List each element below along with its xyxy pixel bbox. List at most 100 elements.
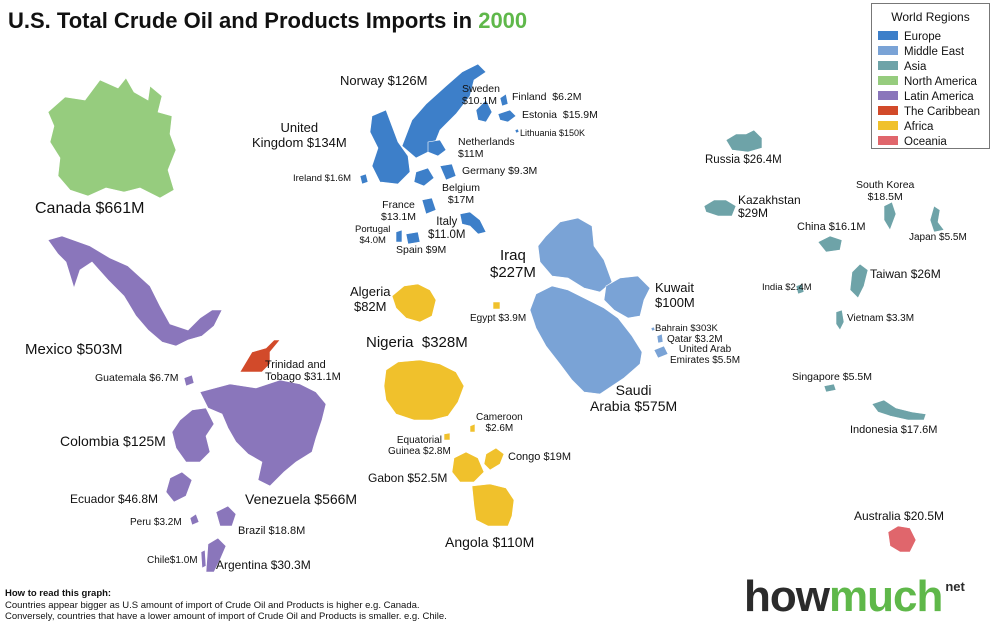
label-finland: Finland $6.2M xyxy=(512,91,582,103)
legend-item: Asia xyxy=(878,61,926,75)
legend-item: North America xyxy=(878,76,977,90)
label-china: China $16.1M xyxy=(797,221,866,233)
legend-swatch xyxy=(878,61,898,71)
label-kazakhstan: Kazakhstan $29M xyxy=(738,193,801,221)
legend-label: Middle East xyxy=(904,46,965,58)
label-canada: Canada $661M xyxy=(35,200,145,217)
shape-kuwait xyxy=(603,275,651,319)
shape-estonia xyxy=(497,109,517,123)
legend-swatch xyxy=(878,106,898,116)
legend: World Regions Europe Middle East Asia No… xyxy=(871,3,990,149)
label-spain: Spain $9M xyxy=(396,244,447,256)
legend-label: Europe xyxy=(904,31,942,43)
shape-kazakhstan xyxy=(703,199,737,217)
shape-russia xyxy=(725,129,763,153)
label-italy: Italy $11.0M xyxy=(428,216,466,241)
footer-note: How to read this graph: Countries appear… xyxy=(5,588,447,623)
label-portugal: Portugal $4.0M xyxy=(355,224,391,246)
shape-saudi xyxy=(529,285,643,395)
shape-brazil xyxy=(215,505,237,527)
label-australia: Australia $20.5M xyxy=(854,509,945,523)
legend-swatch xyxy=(878,31,898,41)
shape-australia xyxy=(887,525,917,553)
shape-iraq xyxy=(537,217,613,293)
legend-label: Asia xyxy=(904,61,927,73)
legend-item: Europe xyxy=(878,31,941,45)
legend-item: Middle East xyxy=(878,46,964,60)
shape-netherlands xyxy=(427,139,447,157)
label-france: France $13.1M xyxy=(381,199,417,223)
shape-trinidad xyxy=(239,339,281,373)
label-southkorea: South Korea $18.5M xyxy=(856,179,915,203)
label-belgium: Belgium $17M xyxy=(442,182,480,206)
shape-peru xyxy=(189,513,200,526)
shape-mexico xyxy=(47,235,223,347)
label-estonia: Estonia $15.9M xyxy=(522,109,598,121)
label-chile: Chile$1.0M xyxy=(147,555,198,566)
legend-label: Oceania xyxy=(904,136,947,148)
label-kuwait: Kuwait $100M xyxy=(655,280,695,310)
shape-cameroon xyxy=(469,423,476,433)
legend-swatch xyxy=(878,76,898,86)
label-trinidad: Trinidad and Tobago $31.1M xyxy=(265,359,341,384)
legend-item: Africa xyxy=(878,121,933,135)
label-gabon: Gabon $52.5M xyxy=(368,471,448,485)
label-saudi: Saudi Arabia $575M xyxy=(590,382,678,414)
shape-taiwan xyxy=(849,263,869,299)
title-year: 2000 xyxy=(478,8,528,33)
label-uk: United Kingdom $134M xyxy=(252,120,347,150)
shape-france xyxy=(421,197,437,215)
shape-algeria xyxy=(391,283,437,323)
label-japan: Japan $5.5M xyxy=(909,232,967,243)
legend-label: Latin America xyxy=(904,91,974,103)
shape-eqguinea xyxy=(443,432,451,441)
shape-ecuador xyxy=(165,471,193,503)
label-singapore: Singapore $5.5M xyxy=(792,371,872,383)
shape-uae xyxy=(653,345,669,359)
shape-chile xyxy=(200,549,207,569)
shape-gabon xyxy=(451,451,485,483)
shape-china xyxy=(817,235,843,253)
logo-net: net xyxy=(945,579,965,594)
label-ireland: Ireland $1.6M xyxy=(293,173,352,184)
shape-sweden xyxy=(475,99,493,123)
shape-angola xyxy=(471,483,515,527)
legend-title: World Regions xyxy=(891,10,970,24)
legend-swatch xyxy=(878,46,898,56)
shape-nigeria xyxy=(383,359,465,421)
legend-label: North America xyxy=(904,76,977,88)
label-cameroon: Cameroon $2.6M xyxy=(476,412,523,435)
howmuch-logo: howmuch net xyxy=(744,575,965,619)
label-eqguinea: Equatorial Guinea $2.8M xyxy=(388,435,451,458)
shape-congo xyxy=(483,447,505,471)
chart-title: U.S. Total Crude Oil and Products Import… xyxy=(8,8,527,34)
footer-line-2: Conversely, countries that have a lower … xyxy=(5,611,447,622)
shape-bahrain xyxy=(650,326,656,332)
legend-swatch xyxy=(878,91,898,101)
legend-label: Africa xyxy=(904,121,934,133)
label-netherlands: Netherlands $11M xyxy=(458,136,515,160)
label-vietnam: Vietnam $3.3M xyxy=(847,313,915,324)
shape-uk xyxy=(369,109,411,185)
label-norway: Norway $126M xyxy=(340,73,428,88)
logo-how: how xyxy=(744,572,830,621)
label-nigeria: Nigeria $328M xyxy=(366,334,468,351)
legend-item: Latin America xyxy=(878,91,974,105)
shape-indonesia xyxy=(871,399,927,421)
shape-portugal xyxy=(395,229,403,243)
label-indonesia: Indonesia $17.6M xyxy=(850,424,938,436)
label-congo: Congo $19M xyxy=(508,451,571,463)
label-uae: United Arab Emirates $5.5M xyxy=(670,344,741,367)
legend-swatch xyxy=(878,121,898,131)
shape-qatar xyxy=(656,333,664,344)
shape-lithuania xyxy=(514,128,520,134)
label-brazil: Brazil $18.8M xyxy=(238,525,306,537)
label-argentina: Argentina $30.3M xyxy=(216,558,311,572)
shape-argentina xyxy=(205,537,227,573)
shape-canada xyxy=(47,77,177,199)
shape-spain xyxy=(405,231,421,245)
label-russia: Russia $26.4M xyxy=(705,154,782,166)
shape-guatemala xyxy=(183,374,195,387)
title-text: U.S. Total Crude Oil and Products Import… xyxy=(8,8,473,33)
